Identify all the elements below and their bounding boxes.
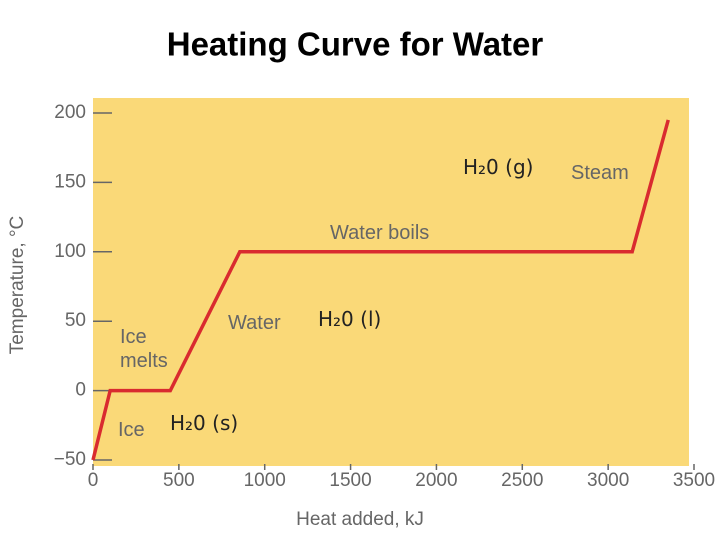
annotation: Water boils — [330, 222, 430, 244]
y-axis-label: Temperature, °C — [7, 216, 28, 355]
annotation: H₂0 (g) — [463, 155, 534, 179]
y-tick-label: 150 — [54, 171, 86, 192]
y-tick-label: 200 — [54, 102, 86, 123]
x-tick-label: 0 — [88, 470, 99, 491]
x-axis-label: Heat added, kJ — [296, 509, 424, 530]
x-tick-label: 1500 — [329, 470, 371, 491]
annotation: Ice melts — [120, 326, 168, 372]
plot-background — [93, 98, 689, 466]
annotation: Steam — [571, 162, 629, 184]
y-tick-label: 0 — [75, 380, 86, 401]
data-line — [91, 119, 670, 461]
x-tick-label: 3000 — [587, 470, 629, 491]
x-tick-label: 500 — [163, 470, 195, 491]
annotation: Ice — [118, 419, 145, 441]
chart-title: Heating Curve for Water — [167, 26, 544, 63]
annotation: H₂0 (s) — [170, 411, 239, 435]
y-tick-label: 50 — [65, 310, 86, 331]
y-tick-label: 100 — [54, 241, 86, 262]
x-tick-label: 2500 — [501, 470, 543, 491]
annotation: H₂0 (l) — [318, 307, 382, 331]
annotation: Water — [228, 312, 281, 334]
x-tick-label: 3500 — [673, 470, 715, 491]
x-tick-label: 1000 — [244, 470, 286, 491]
x-tick-label: 2000 — [415, 470, 457, 491]
y-tick-label: −50 — [54, 449, 86, 470]
